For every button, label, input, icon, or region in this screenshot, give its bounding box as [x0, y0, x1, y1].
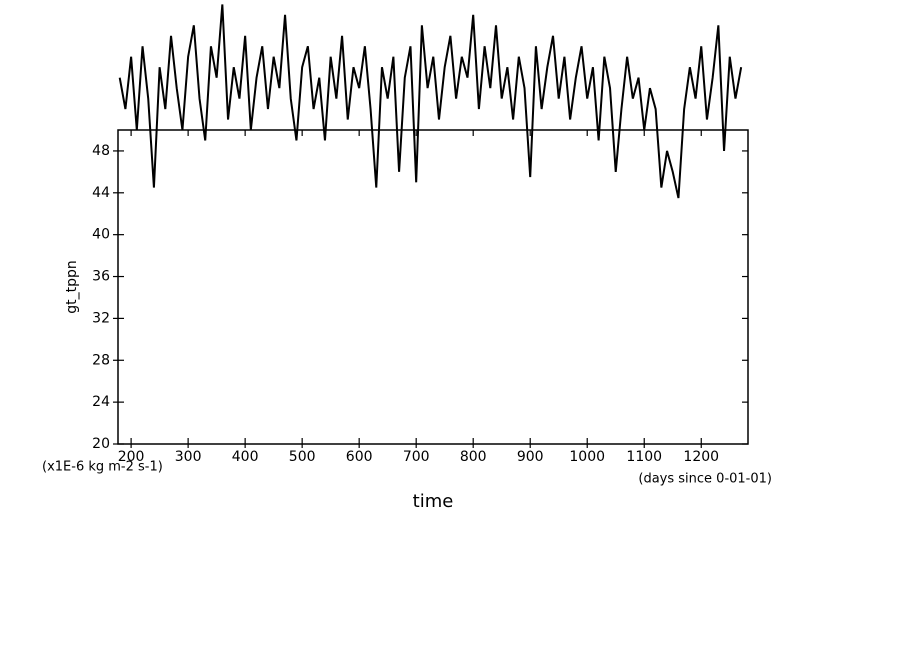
x-tick-label: 400 [232, 449, 259, 465]
y-tick-label: 40 [92, 227, 110, 243]
x-tick-label: 1200 [683, 449, 719, 465]
x-unit: (days since 0-01-01) [638, 472, 772, 487]
x-tick-label: 200 [118, 449, 145, 465]
x-tick-label: 300 [175, 449, 202, 465]
series-line [118, 4, 743, 199]
y-tick-label: 20 [92, 436, 110, 452]
x-axis-label: time [413, 491, 454, 512]
y-tick-label: 48 [92, 143, 110, 159]
y-unit: (x1E-6 kg m-2 s-1) [42, 460, 163, 475]
x-tick-label: 900 [517, 449, 544, 465]
x-tick-label: 700 [403, 449, 430, 465]
x-tick-label: 800 [460, 449, 487, 465]
x-tick-label: 1000 [569, 449, 605, 465]
y-tick-label: 28 [92, 352, 110, 368]
x-tick-label: 500 [289, 449, 316, 465]
y-tick-label: 36 [92, 269, 110, 285]
y-axis-label: gt_tppn [64, 260, 80, 314]
x-tick-label: 1100 [626, 449, 662, 465]
x-tick-label: 600 [346, 449, 373, 465]
y-tick-label: 44 [92, 185, 110, 201]
y-tick-label: 32 [92, 310, 110, 326]
plot-frame [117, 129, 749, 445]
y-tick-label: 24 [92, 394, 110, 410]
